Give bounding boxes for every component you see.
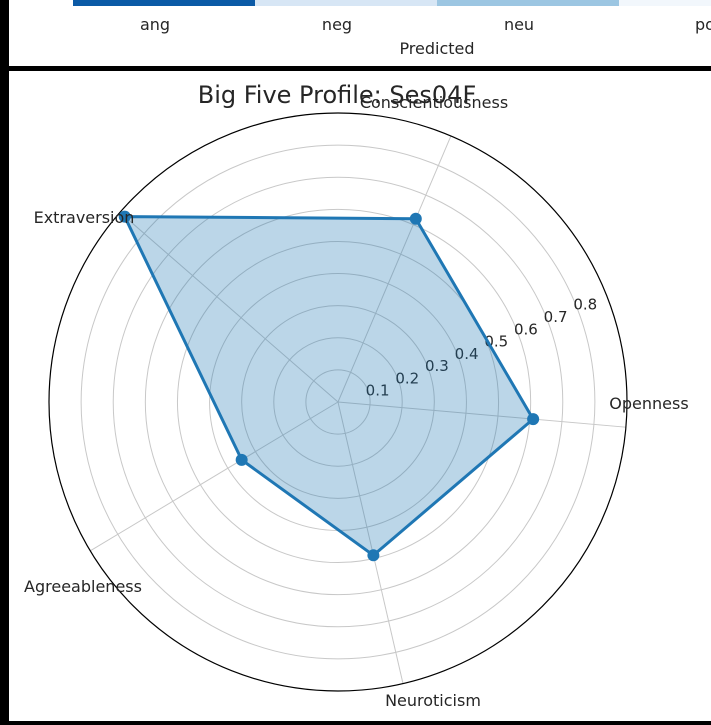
- angular-grid: [90, 135, 626, 684]
- profile-area: [124, 216, 534, 556]
- axis-label: Conscientiousness: [360, 93, 508, 112]
- chart-title: Big Five Profile: Ses04F: [198, 81, 477, 109]
- confusion-matrix-fragment: ang neg neu po Predicted: [9, 0, 711, 66]
- x-tick-labels: ang neg neu po: [140, 15, 711, 34]
- x-tick-label: neg: [322, 15, 352, 34]
- data-point: [527, 413, 540, 426]
- radial-tick-label: 0.7: [544, 308, 568, 326]
- spoke-line: [90, 401, 339, 552]
- data-point: [409, 212, 422, 225]
- axis-labels: Openness Conscientiousness Extraversion Agr…: [24, 93, 689, 710]
- colorbar-segment: [73, 0, 255, 6]
- data-point: [367, 549, 380, 562]
- spoke-line: [337, 401, 404, 684]
- x-tick-label: ang: [140, 15, 170, 34]
- axis-label: Neuroticism: [385, 691, 481, 710]
- axis-label: Agreeableness: [24, 577, 142, 596]
- grid-ring: [305, 369, 371, 435]
- spoke-line: [337, 401, 626, 428]
- colorbar-segment: [619, 0, 711, 6]
- data-points: [118, 210, 540, 562]
- spoke-line: [119, 212, 339, 403]
- top-fragment-svg: ang neg neu po Predicted: [73, 0, 711, 58]
- x-axis-label: Predicted: [399, 39, 474, 58]
- colorbar-segment: [255, 0, 437, 6]
- colorbar: [73, 0, 711, 6]
- axis-label: Extraversion: [34, 208, 135, 227]
- profile-line: [123, 215, 535, 557]
- radial-grid: [80, 144, 596, 660]
- grid-ring: [241, 305, 435, 499]
- radial-tick-label: 0.2: [395, 369, 419, 387]
- x-tick-label: neu: [504, 15, 534, 34]
- radial-tick-labels: 0.10.20.30.40.50.60.70.8: [366, 296, 598, 400]
- grid-ring: [144, 208, 532, 596]
- grid-ring: [273, 337, 403, 467]
- radial-tick-label: 0.3: [425, 357, 449, 375]
- grid-ring: [80, 144, 596, 660]
- radar-chart: Big Five Profile: Ses04F 0.10.20.30.40.5…: [24, 81, 689, 710]
- data-point: [118, 210, 131, 223]
- radial-tick-label: 0.6: [514, 320, 538, 338]
- axis-label: Openness: [609, 394, 688, 413]
- data-point: [235, 453, 248, 466]
- radar-panel: Big Five Profile: Ses04F 0.1 0.2 0.3 0.4 0.5…: [9, 71, 711, 721]
- radial-tick-label: 0.4: [455, 345, 479, 363]
- colorbar-segment: [437, 0, 619, 6]
- spoke-line: [337, 135, 452, 403]
- radial-tick-label: 0.8: [573, 296, 597, 314]
- grid-ring: [176, 240, 500, 564]
- radial-tick-label: 0.1: [366, 382, 390, 400]
- grid-ring: [112, 176, 564, 628]
- x-tick-label: po: [695, 15, 711, 34]
- outer-frame: [48, 112, 628, 692]
